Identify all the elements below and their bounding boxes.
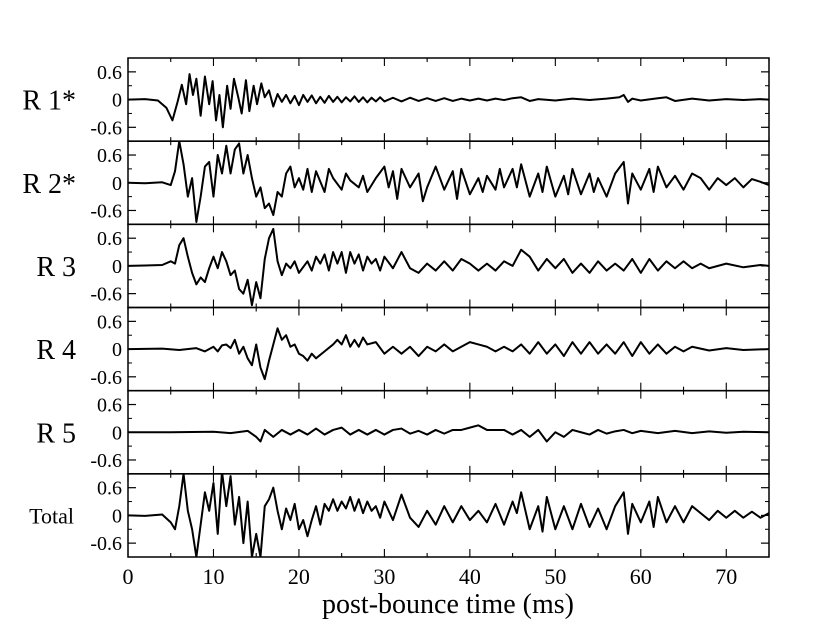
y-tick-label: 0	[112, 173, 122, 195]
panel-label: R 1*	[22, 86, 76, 117]
y-tick-label: 0.6	[97, 62, 122, 84]
x-tick-label: 30	[373, 564, 395, 589]
series-line	[128, 424, 769, 443]
x-tick-label: 50	[544, 564, 566, 589]
y-tick-label: 0.6	[97, 145, 122, 167]
series-line	[128, 73, 769, 129]
series-line	[128, 327, 769, 381]
x-tick-label: 40	[459, 564, 481, 589]
y-tick-label: 0	[112, 339, 122, 361]
y-tick-label: -0.6	[90, 367, 122, 389]
panels-layer: 0.6 0 -0.6 R 1* 0.6 0 -0.6 R 2* 0.6 0 -0.6 R 3 0.6 0 -…	[22, 57, 770, 558]
panel-3: 0.6 0 -0.6 R 3	[36, 223, 770, 309]
series-line	[128, 473, 769, 558]
panel-label: R 2*	[22, 169, 76, 200]
y-tick-label: 0.6	[97, 395, 122, 417]
series-line	[128, 227, 769, 307]
y-tick-label: 0.6	[97, 478, 122, 500]
panel-label: R 3	[36, 252, 76, 283]
x-tick-label: 0	[123, 564, 134, 589]
y-tick-label: 0	[112, 505, 122, 527]
y-tick-label: 0.6	[97, 228, 122, 250]
panel-5: 0.6 0 -0.6 R 5	[36, 389, 770, 475]
series-line	[128, 141, 769, 224]
panel-6: 0.6 0 -0.6 Total	[29, 473, 770, 558]
panel-label: Total	[29, 503, 74, 528]
panel-4: 0.6 0 -0.6 R 4	[36, 306, 770, 392]
y-tick-label: -0.6	[90, 533, 122, 555]
x-axis: 0 10 20 30 40 50 60 70	[123, 564, 738, 589]
panel-label: R 4	[36, 335, 76, 366]
y-tick-label: -0.6	[90, 117, 122, 139]
panel-2: 0.6 0 -0.6 R 2*	[22, 140, 770, 226]
y-tick-label: -0.6	[90, 200, 122, 222]
y-tick-label: 0	[112, 256, 122, 278]
y-tick-label: -0.6	[90, 284, 122, 306]
y-tick-label: 0	[112, 422, 122, 444]
x-tick-label: 60	[630, 564, 652, 589]
panel-1: 0.6 0 -0.6 R 1*	[22, 57, 770, 142]
y-tick-label: -0.6	[90, 450, 122, 472]
y-tick-label: 0.6	[97, 311, 122, 333]
y-tick-label: 0	[112, 90, 122, 112]
x-axis-label: post-bounce time (ms)	[322, 589, 574, 620]
panel-label: R 5	[36, 418, 76, 449]
x-tick-label: 70	[715, 564, 737, 589]
x-tick-label: 10	[202, 564, 224, 589]
x-tick-label: 20	[288, 564, 310, 589]
